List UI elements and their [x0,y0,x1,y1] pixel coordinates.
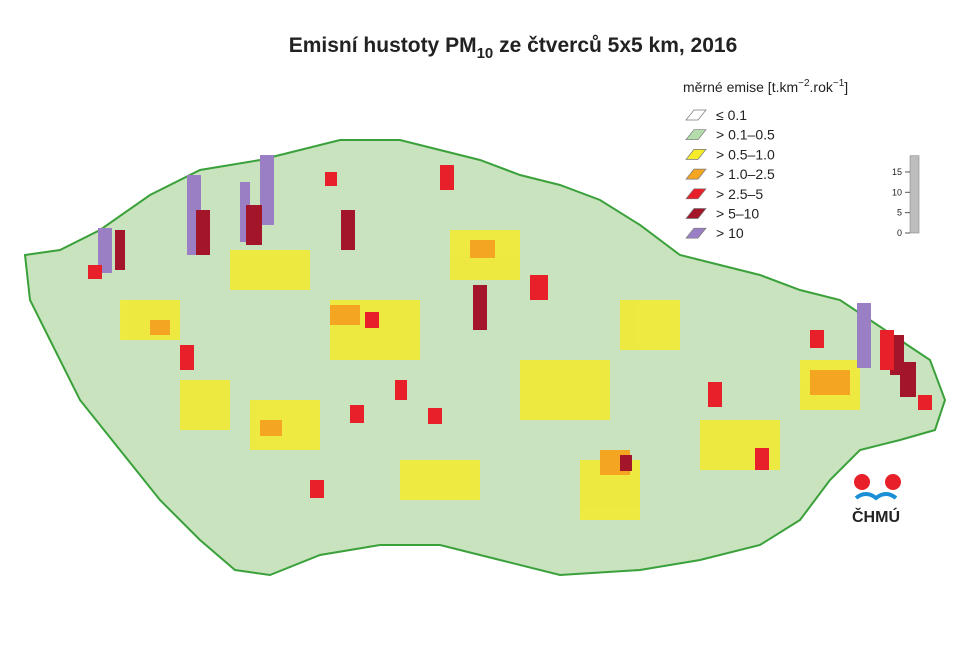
country-shape [23,139,947,577]
title-text: Emisní hustoty PM [289,34,477,57]
legend-label: > 10 [716,225,744,241]
height-scale: 0 5 10 15 [892,155,920,238]
title-text: ze čtverců 5x5 km, 2016 [493,34,737,57]
emission-bars [88,155,932,498]
legend-title-text: ] [844,79,848,95]
legend-title: měrné emise [t.km−2.rok−1] [683,78,848,95]
legend-label: ≤ 0.1 [716,107,747,123]
scale-bar [909,155,920,234]
title: Emisní hustoty PM10 ze čtverců 5x5 km, 2… [289,34,738,62]
legend-swatch [685,109,707,121]
legend-label: > 2.5–5 [716,186,763,202]
scale-tick-label: 5 [897,208,902,218]
legend-label: > 0.5–1.0 [716,146,775,162]
scale-tick-label: 0 [897,228,902,238]
emission-patches [150,240,850,475]
legend-label: > 5–10 [716,206,759,222]
legend-title-text: měrné emise [t.km [683,79,798,95]
legend-swatch [685,168,707,180]
scale-tick-label: 10 [892,187,902,197]
logo-text: ČHMÚ [852,507,900,526]
logo: ČHMÚ [852,474,901,526]
legend-swatch [685,227,707,239]
legend-title-superscript: −1 [833,78,845,89]
legend-swatch [685,149,707,160]
scale-tick-label: 15 [892,167,902,177]
legend-label: > 1.0–2.5 [716,166,775,182]
legend-swatch [685,208,707,219]
legend-title-text: .rok [810,79,834,95]
title-subscript: 10 [477,45,494,62]
legend-title-superscript: −2 [798,78,810,89]
legend-swatch [685,129,707,141]
legend-swatch [685,188,707,200]
country-map [23,139,947,577]
legend-label: > 0.1–0.5 [716,127,775,143]
legend: měrné emise [t.km−2.rok−1] ≤ 0.1 > 0.1–0.… [683,78,848,241]
